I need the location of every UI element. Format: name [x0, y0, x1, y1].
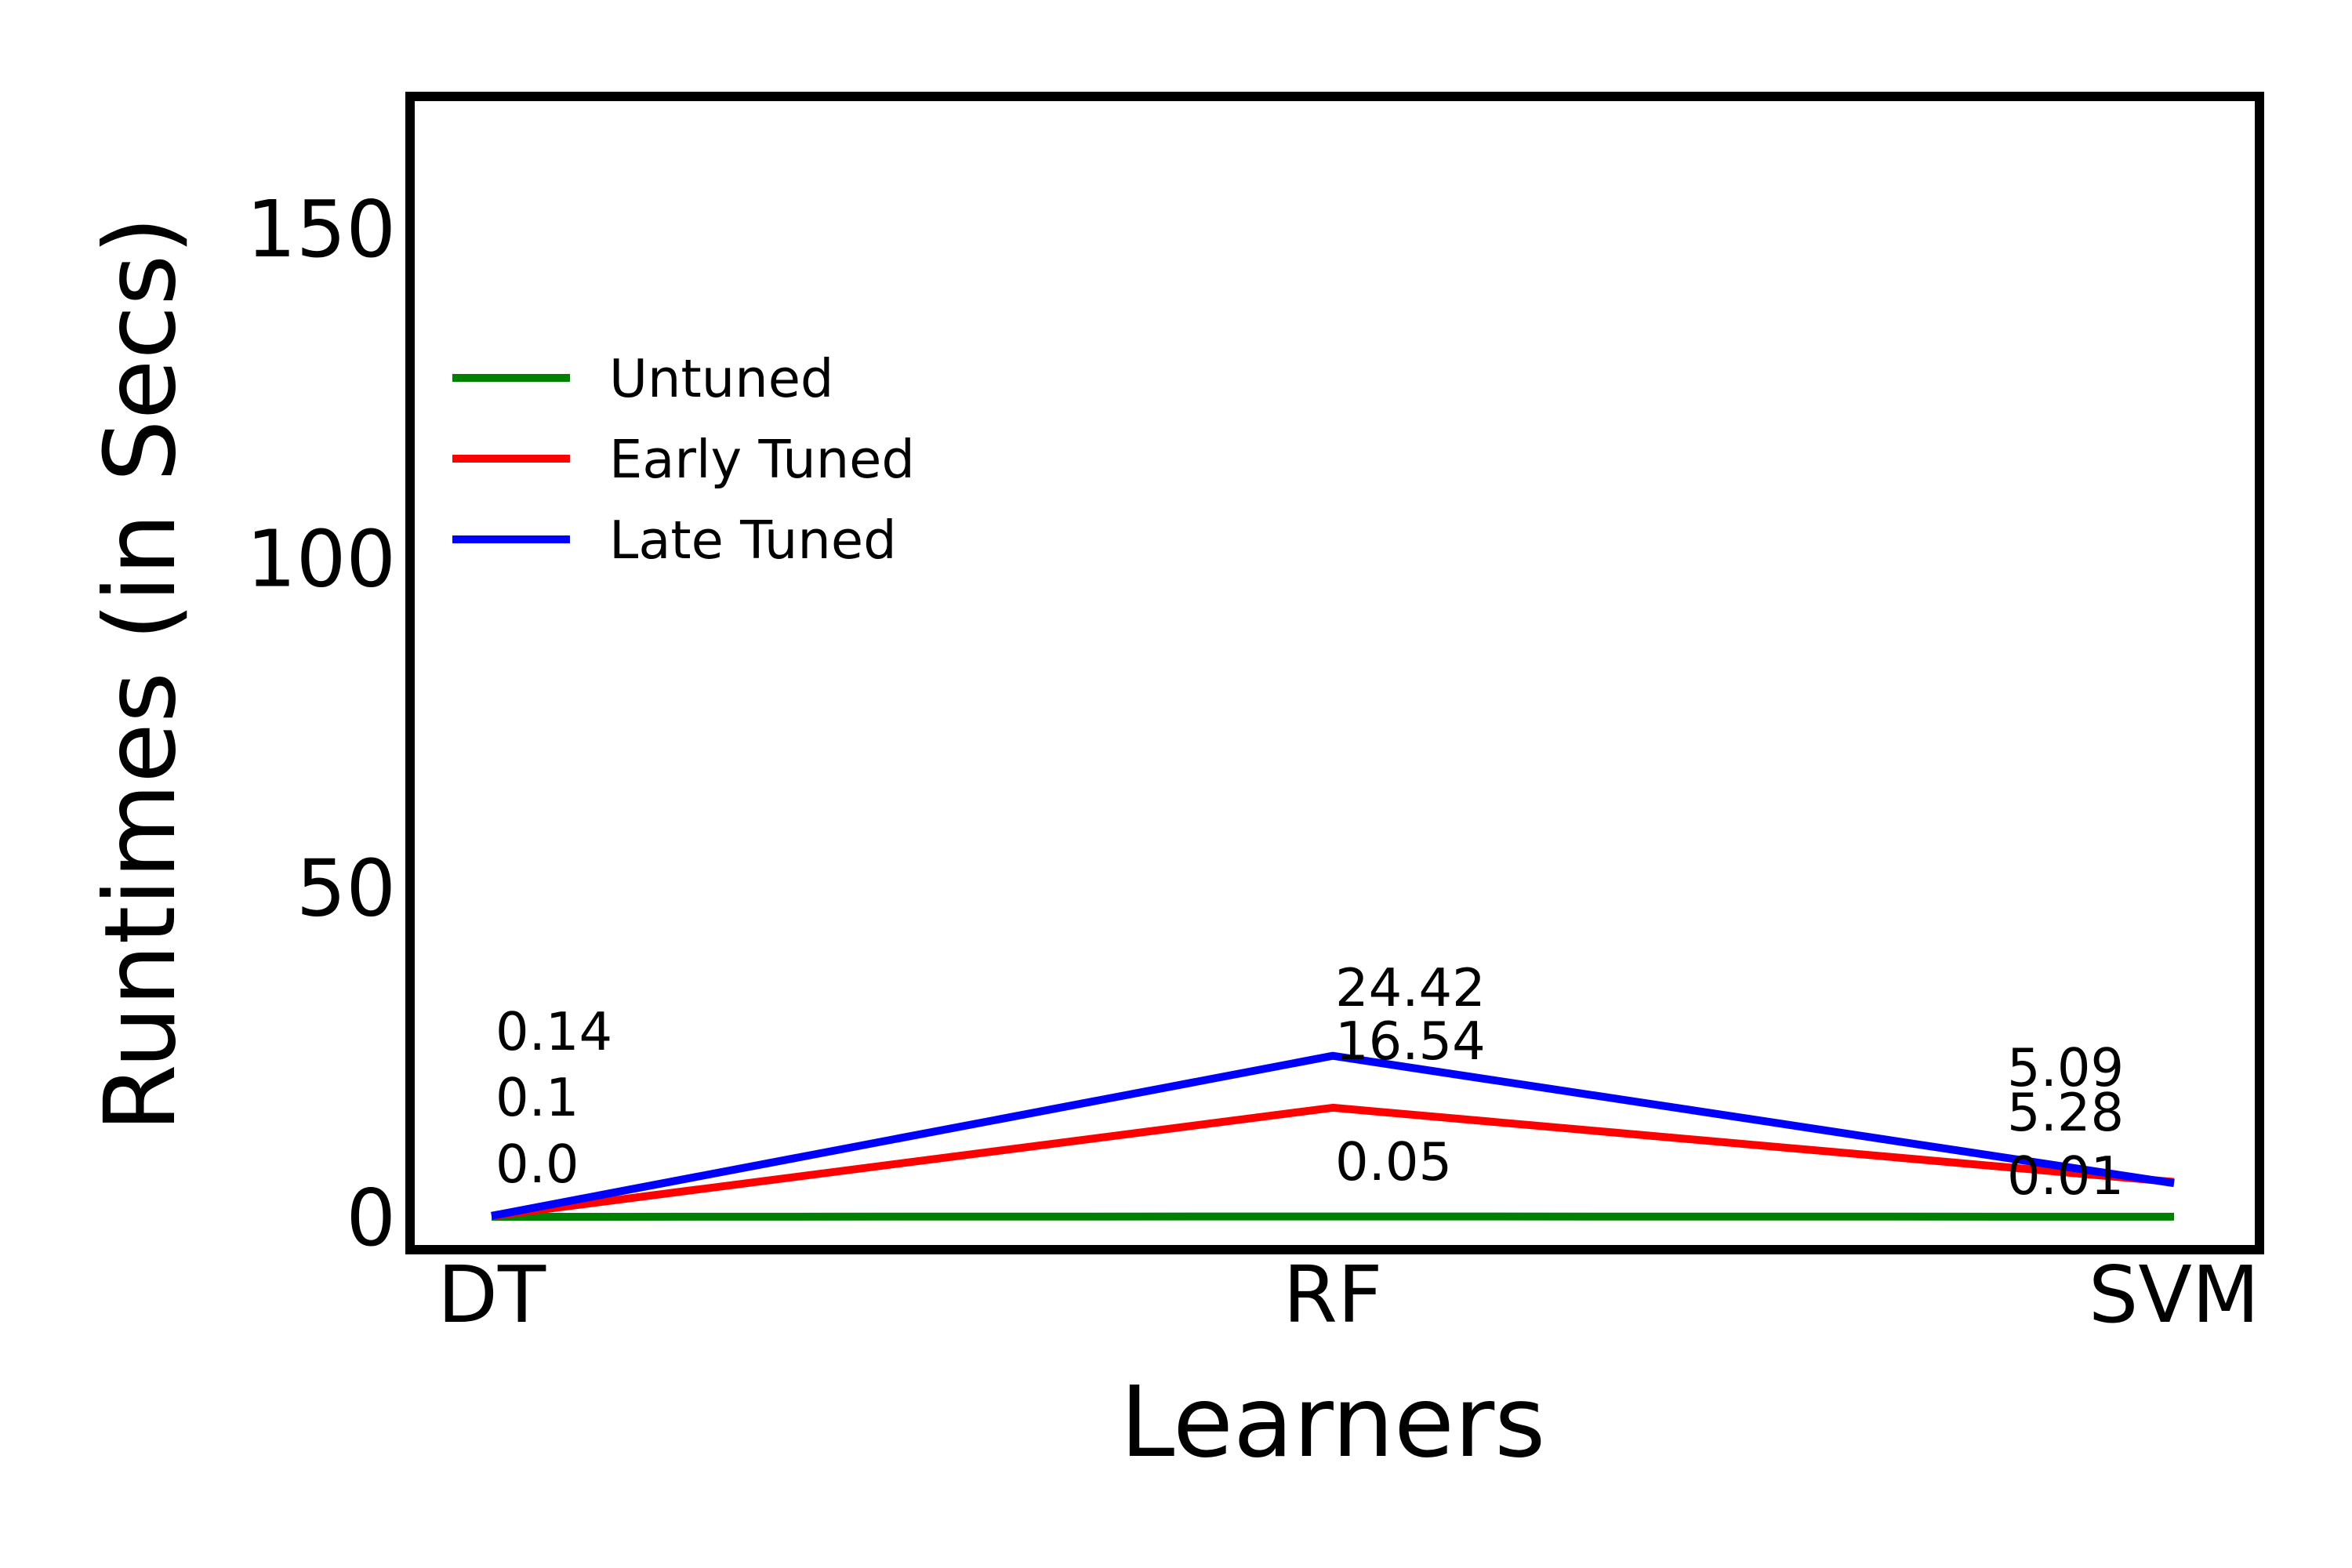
legend-label-1: Early Tuned	[609, 429, 915, 490]
legend-label-0: Untuned	[609, 348, 833, 409]
plot-frame	[405, 92, 2264, 1254]
data-label-0-1: 0.05	[1335, 1131, 1452, 1192]
y-tick-labels: 0 50 100 150	[246, 183, 396, 1264]
y-tick-label-1: 50	[296, 843, 396, 935]
data-label-layer: 0.0 0.05 0.01 0.1 16.54 5.28 0.14 24.42 5.09	[495, 957, 2124, 1207]
data-label-2-0: 0.14	[495, 1001, 612, 1062]
data-label-0-0: 0.0	[495, 1134, 579, 1195]
legend: Untuned Early Tuned Late Tuned	[452, 348, 915, 571]
data-label-1-2: 5.28	[2007, 1082, 2124, 1143]
x-tick-label-2: SVM	[2089, 1249, 2259, 1341]
data-label-1-0: 0.1	[495, 1067, 579, 1128]
y-tick-label-3: 150	[246, 183, 396, 275]
data-label-2-2: 5.09	[2007, 1037, 2124, 1098]
x-axis-title: Learners	[1120, 1366, 1546, 1479]
series-line-2	[491, 1051, 2175, 1220]
x-tick-label-0: DT	[437, 1249, 546, 1341]
data-label-0-2: 0.01	[2007, 1145, 2124, 1207]
y-axis-title: Runtimes (in Secs)	[84, 216, 198, 1132]
y-tick-label-2: 100	[246, 513, 396, 604]
series-layer	[491, 1051, 2175, 1221]
x-tick-label-1: RF	[1283, 1249, 1382, 1341]
series-line-1	[491, 1103, 2175, 1221]
x-tick-labels: DT RF SVM	[437, 1249, 2259, 1341]
data-label-2-1: 24.42	[1335, 957, 1486, 1018]
legend-label-2: Late Tuned	[609, 510, 897, 571]
data-label-1-1: 16.54	[1335, 1011, 1486, 1072]
y-tick-label-0: 0	[346, 1172, 396, 1264]
